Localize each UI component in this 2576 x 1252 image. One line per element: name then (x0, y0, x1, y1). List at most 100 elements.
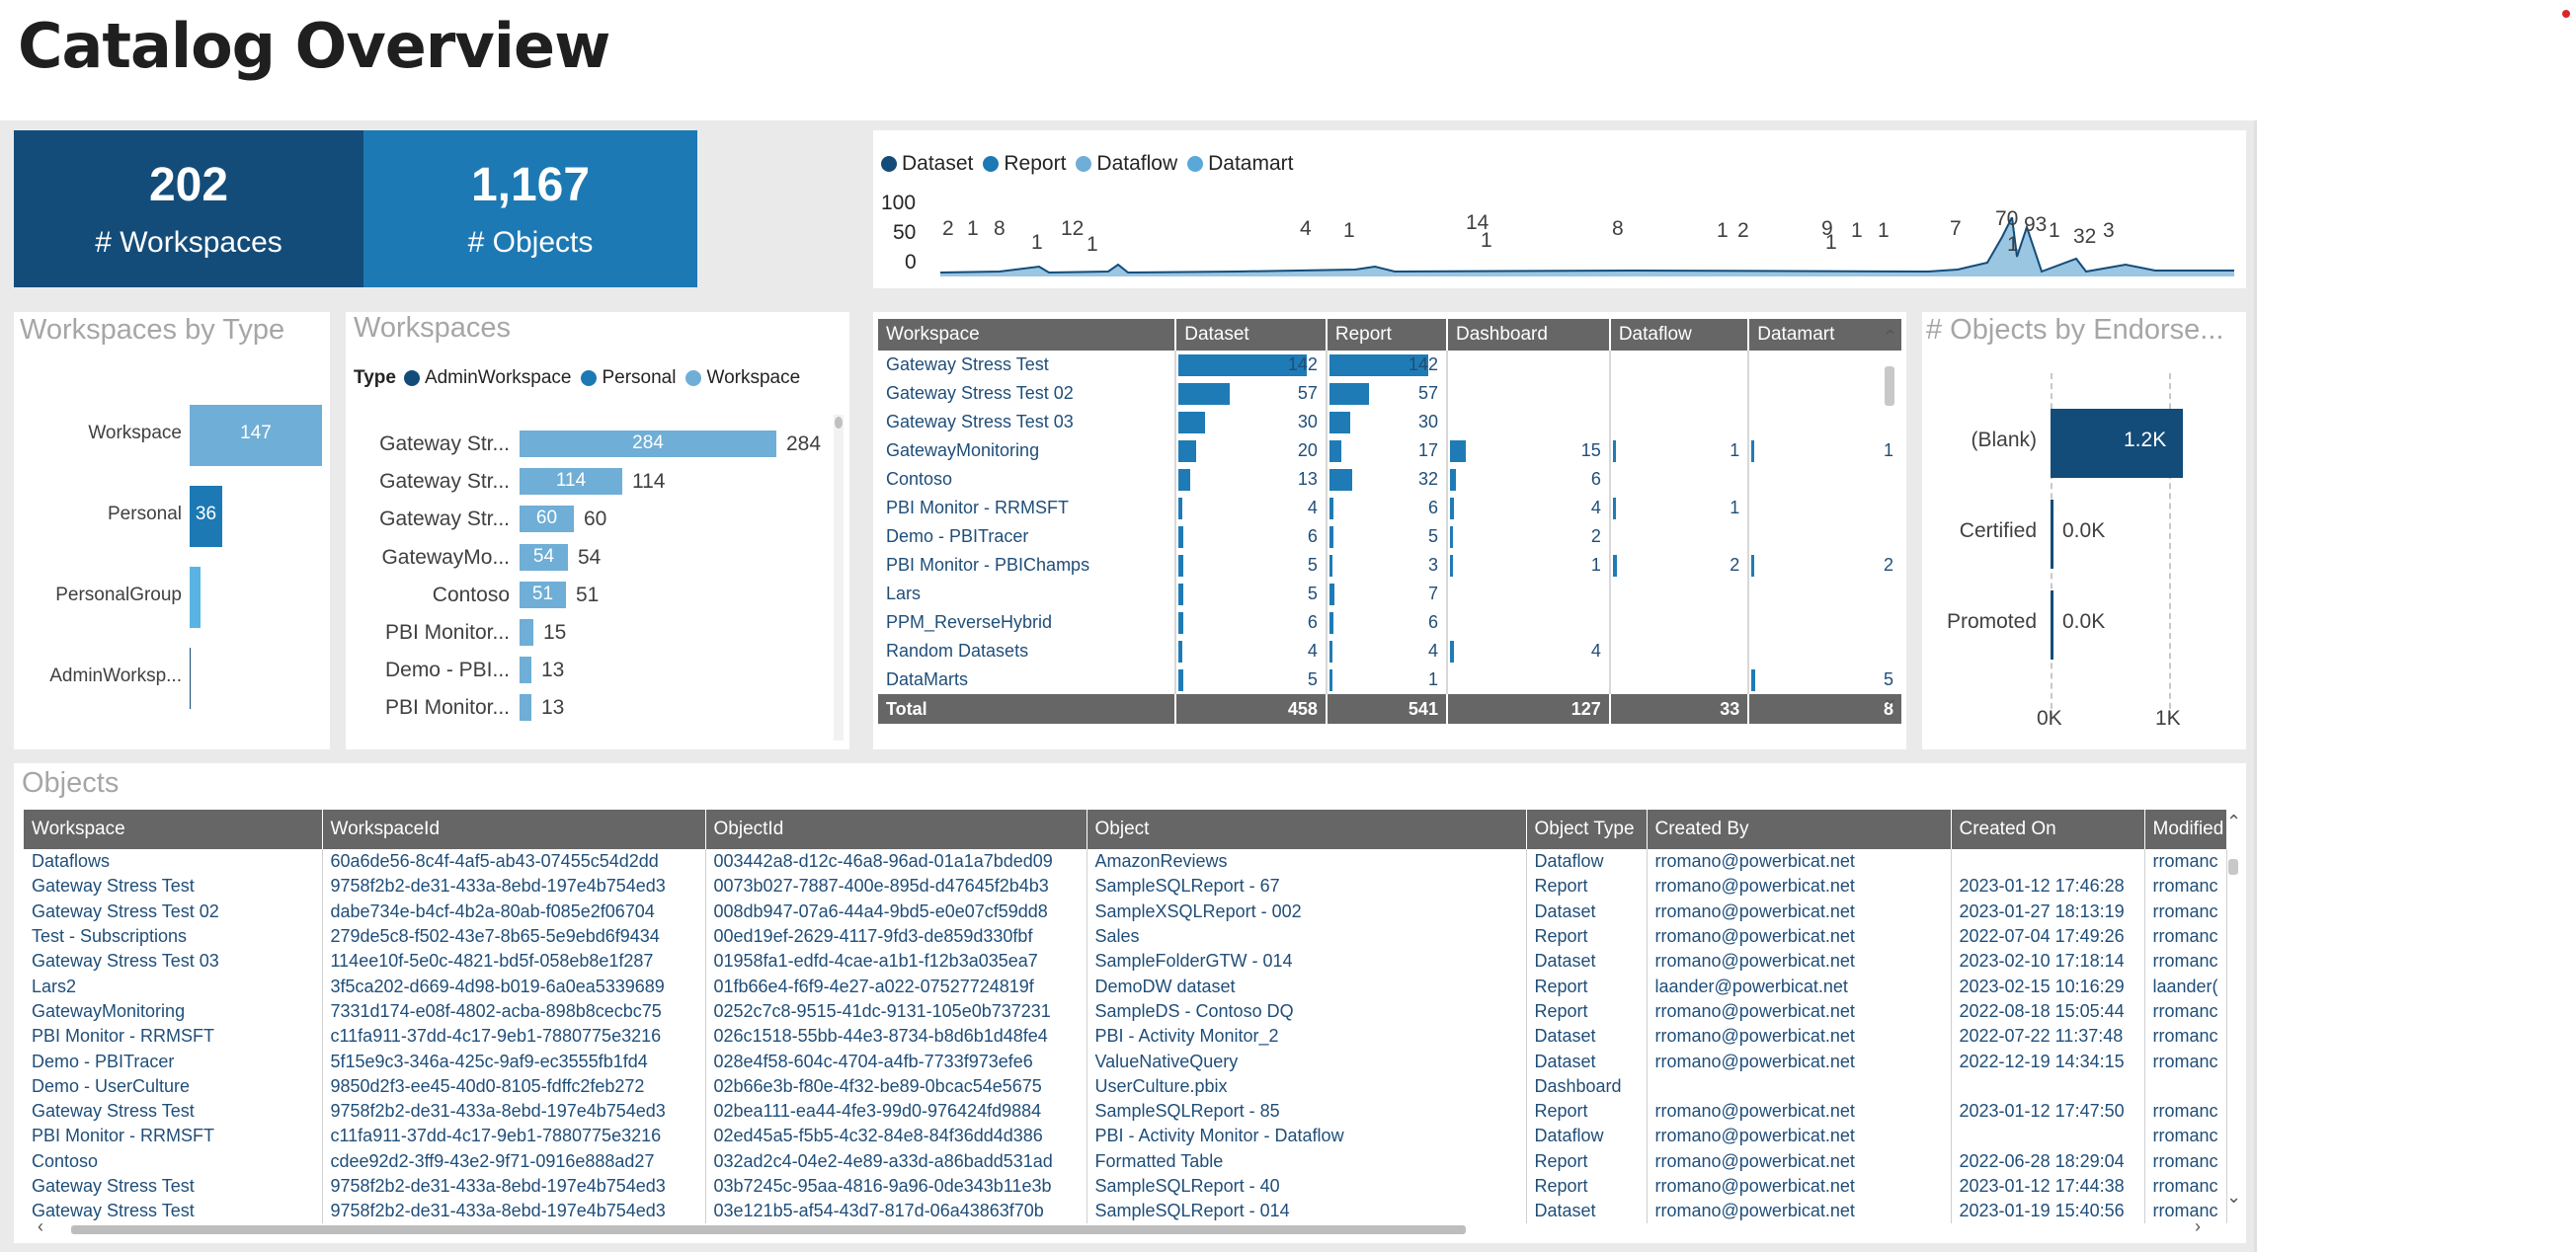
objects-row[interactable]: Gateway Stress Test 9758f2b2-de31-433a-8e… (24, 874, 2227, 900)
objects-row[interactable]: Gateway Stress Test 9758f2b2-de31-433a-8e… (24, 1098, 2227, 1125)
legend-item-adminworkspace[interactable]: AdminWorkspace (403, 367, 571, 389)
legend-item-dataset[interactable]: Dataset (881, 152, 973, 176)
matrix-row[interactable]: Gateway Stress Test 142 142 (878, 351, 1901, 379)
endorse-bar-1[interactable] (2051, 500, 2053, 569)
matrix-row[interactable]: Contoso 13 32 6 (878, 465, 1901, 494)
card-workspaces[interactable]: 202 # Workspaces (14, 130, 363, 287)
matrix-workspace-cell[interactable]: Gateway Stress Test 03 (878, 408, 1175, 436)
timeline-chart-panel[interactable]: Dataset Report Dataflow Datamart 100 50 … (873, 130, 2246, 288)
objects-row[interactable]: PBI Monitor - RRMSFT c11fa911-37dd-4c17-9… (24, 1024, 2227, 1050)
objects-cell: Formatted Table (1087, 1148, 1527, 1174)
matrix-workspace-cell[interactable]: Random Datasets (878, 637, 1175, 665)
objects-row[interactable]: PBI Monitor - RRMSFT c11fa911-37dd-4c17-9… (24, 1124, 2227, 1149)
workspaces-scrollbar[interactable] (834, 415, 844, 741)
matrix-workspace-cell[interactable]: Gateway Stress Test 02 (878, 379, 1175, 408)
matrix-cell-text: 142 (1287, 354, 1318, 374)
objects-header-5[interactable]: Created By (1647, 810, 1952, 849)
bar-2[interactable] (190, 567, 201, 628)
matrix-workspace-cell[interactable]: GatewayMonitoring (878, 436, 1175, 465)
objects-row[interactable]: Demo - PBITracer 5f15e9c3-346a-425c-9af9-… (24, 1049, 2227, 1074)
matrix-row[interactable]: DataMarts 5 1 5 (878, 665, 1901, 694)
ws-by-type-panel[interactable]: Workspaces by Type Workspace 147 Personal 3… (14, 312, 330, 749)
bar-6[interactable] (520, 657, 531, 684)
objects-cell: SampleSQLReport - 014 (1087, 1199, 1527, 1224)
objects-row[interactable]: Contoso cdee92d2-3ff9-43e2-9f71-0916e888a… (24, 1148, 2227, 1174)
bar-1[interactable] (520, 468, 622, 496)
matrix-workspace-cell[interactable]: PBI Monitor - RRMSFT (878, 494, 1175, 522)
bar-5[interactable] (520, 619, 533, 646)
legend-item-datamart[interactable]: Datamart (1187, 152, 1293, 176)
objects-header-0[interactable]: Workspace (24, 810, 323, 849)
matrix-workspace-cell[interactable]: DataMarts (878, 665, 1175, 694)
objects-row[interactable]: Dataflows 60a6de56-8c4f-4af5-ab43-07455c5… (24, 849, 2227, 875)
bar-4[interactable] (520, 581, 566, 608)
objects-row[interactable]: Gateway Stress Test 9758f2b2-de31-433a-8e… (24, 1173, 2227, 1200)
matrix-row[interactable]: Gateway Stress Test 02 57 57 (878, 379, 1901, 408)
bar-2[interactable] (520, 506, 574, 533)
matrix-value-cell: 2 (1747, 551, 1901, 580)
legend-item-personal[interactable]: Personal (581, 367, 676, 389)
objects-row[interactable]: Gateway Stress Test 03 114ee10f-5e0c-4821… (24, 949, 2227, 975)
matrix-workspace-cell[interactable]: Lars (878, 580, 1175, 608)
objects-header-4[interactable]: Object Type (1526, 810, 1648, 849)
bar-0[interactable] (520, 430, 776, 457)
matrix-workspace-cell[interactable]: PBI Monitor - PBIChamps (878, 551, 1175, 580)
matrix-workspace-cell[interactable]: Demo - PBITracer (878, 522, 1175, 551)
objects-row[interactable]: Gateway Stress Test 02 dabe734e-b4cf-4b2a… (24, 899, 2227, 924)
matrix-workspace-cell[interactable]: Gateway Stress Test (878, 351, 1175, 379)
objects-vscrollbar[interactable]: ⌃ ⌄ (2226, 812, 2242, 1207)
objects-cell: laander( (2144, 974, 2227, 999)
legend-item-report[interactable]: Report (983, 152, 1066, 176)
bar-3[interactable] (190, 648, 191, 709)
bar-7[interactable] (520, 694, 531, 722)
objects-cell: rromano@powerbicat.net (1647, 949, 1952, 975)
objects-hscrollbar[interactable]: ‹ › (38, 1216, 2201, 1236)
objects-header-3[interactable]: Object (1087, 810, 1527, 849)
matrix-header-2[interactable]: Report (1325, 319, 1447, 351)
objects-cell: 9758f2b2-de31-433a-8ebd-197e4b754ed3 (322, 874, 706, 900)
matrix-row[interactable]: Demo - PBITracer 6 5 2 (878, 522, 1901, 551)
objects-header-1[interactable]: WorkspaceId (322, 810, 706, 849)
bar-label-0: Gateway Str... (379, 432, 510, 455)
matrix-row[interactable]: PBI Monitor - RRMSFT 4 6 4 1 (878, 494, 1901, 522)
matrix-header-4[interactable]: Dataflow (1608, 319, 1749, 351)
matrix-workspace-cell[interactable]: Contoso (878, 465, 1175, 494)
legend-item-workspace[interactable]: Workspace (685, 367, 800, 389)
bar-1[interactable] (190, 486, 222, 547)
matrix-workspace-cell[interactable]: PPM_ReverseHybrid (878, 608, 1175, 637)
matrix-header-0[interactable]: Workspace (878, 319, 1176, 351)
legend-item-dataflow[interactable]: Dataflow (1076, 152, 1177, 176)
endorse-panel[interactable]: # Objects by Endorse... (Blank) 1.2K Certi… (1922, 312, 2246, 749)
bar-0[interactable] (190, 405, 322, 466)
objects-row[interactable]: Lars2 3f5ca202-d669-4d98-b019-6a0ea533968… (24, 974, 2227, 999)
matrix-scrollbar[interactable]: ⌃ ⌄ (1883, 327, 1898, 708)
objects-cell: 2022-08-18 15:05:44 (1951, 998, 2145, 1025)
matrix-row[interactable]: Random Datasets 4 4 4 (878, 637, 1901, 665)
matrix-header-1[interactable]: Dataset (1174, 319, 1327, 351)
objects-row[interactable]: GatewayMonitoring 7331d174-e08f-4802-acba… (24, 998, 2227, 1025)
bar-3[interactable] (520, 543, 568, 571)
objects-row[interactable]: Gateway Stress Test 9758f2b2-de31-433a-8e… (24, 1199, 2227, 1224)
matrix-cell-text: 5 (1307, 669, 1318, 689)
endorse-bar-0[interactable] (2051, 409, 2183, 478)
matrix-cell-text: 1 (1730, 440, 1740, 460)
workspaces-panel[interactable]: Workspaces Type AdminWorkspace Personal … (346, 312, 849, 749)
card-objects[interactable]: 1,167 # Objects (363, 130, 697, 287)
objects-header-7[interactable]: Modified (2144, 810, 2227, 849)
objects-row[interactable]: Demo - UserCulture 9850d2f3-ee45-40d0-810… (24, 1073, 2227, 1099)
matrix-cell-text: Gateway Stress Test (886, 354, 1049, 374)
matrix-row[interactable]: Gateway Stress Test 03 30 30 (878, 408, 1901, 436)
objects-cell: rromano@powerbicat.net (1647, 899, 1952, 924)
matrix-header-5[interactable]: Datamart (1747, 319, 1901, 351)
objects-row[interactable]: Test - Subscriptions 279de5c8-f502-43e7-8… (24, 923, 2227, 950)
objects-header-2[interactable]: ObjectId (705, 810, 1087, 849)
matrix-row[interactable]: PPM_ReverseHybrid 6 6 (878, 608, 1901, 637)
card-objects-value: 1,167 (470, 159, 591, 211)
matrix-header-3[interactable]: Dashboard (1445, 319, 1610, 351)
card-workspaces-value: 202 (148, 159, 229, 211)
matrix-row[interactable]: Lars 5 7 (878, 580, 1901, 608)
matrix-row[interactable]: GatewayMonitoring 20 17 15 1 1 (878, 436, 1901, 465)
endorse-bar-2[interactable] (2051, 590, 2053, 660)
objects-header-6[interactable]: Created On (1951, 810, 2145, 849)
matrix-row[interactable]: PBI Monitor - PBIChamps 5 3 1 2 2 (878, 551, 1901, 580)
